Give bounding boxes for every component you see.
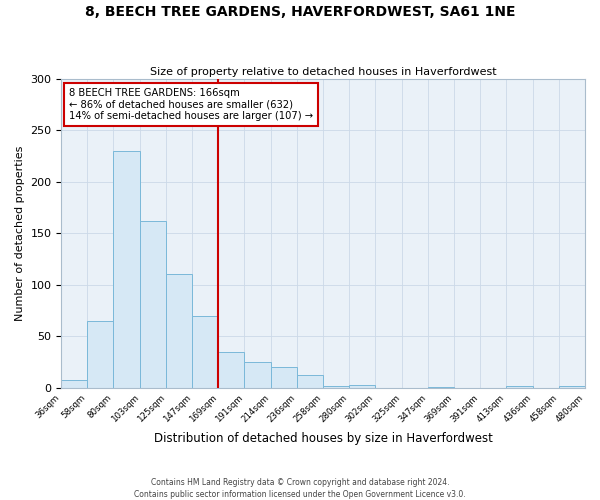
Text: 8, BEECH TREE GARDENS, HAVERFORDWEST, SA61 1NE: 8, BEECH TREE GARDENS, HAVERFORDWEST, SA… [85,5,515,19]
Bar [349,384,375,388]
Bar [218,352,244,388]
Bar [140,221,166,388]
Bar [297,376,323,388]
Text: Contains HM Land Registry data © Crown copyright and database right 2024.
Contai: Contains HM Land Registry data © Crown c… [134,478,466,499]
Bar [271,367,297,388]
Bar [61,380,88,388]
Bar [323,386,349,388]
Y-axis label: Number of detached properties: Number of detached properties [15,146,25,321]
Bar [244,362,271,388]
Bar [113,151,140,388]
Bar [88,321,113,388]
Bar [166,274,193,388]
Bar [506,386,533,388]
Bar [428,387,454,388]
Bar [559,386,585,388]
X-axis label: Distribution of detached houses by size in Haverfordwest: Distribution of detached houses by size … [154,432,493,445]
Title: Size of property relative to detached houses in Haverfordwest: Size of property relative to detached ho… [150,66,497,76]
Bar [193,316,218,388]
Text: 8 BEECH TREE GARDENS: 166sqm
← 86% of detached houses are smaller (632)
14% of s: 8 BEECH TREE GARDENS: 166sqm ← 86% of de… [69,88,313,121]
